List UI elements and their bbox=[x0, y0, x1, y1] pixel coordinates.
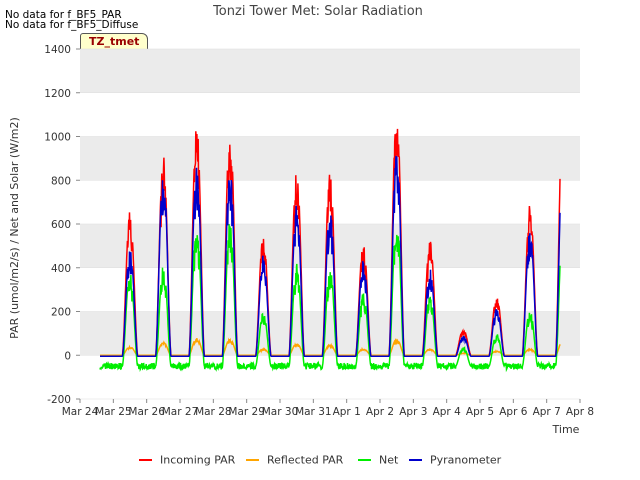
x-tick-label: Apr 6 bbox=[499, 406, 528, 418]
x-tick-label: Apr 4 bbox=[433, 406, 462, 418]
legend: Incoming PAR Reflected PAR Net Pyranomet… bbox=[0, 453, 640, 469]
legend-swatch bbox=[409, 459, 422, 461]
y-tick-label: 0 bbox=[64, 350, 71, 362]
x-tick-label: Apr 2 bbox=[366, 406, 394, 418]
y-tick-label: 800 bbox=[51, 175, 71, 187]
x-tick-label: Apr 8 bbox=[566, 406, 594, 418]
x-tick-label: Mar 29 bbox=[228, 406, 265, 418]
x-tick-label: Mar 30 bbox=[262, 406, 299, 418]
y-tick-label: 1400 bbox=[44, 44, 71, 56]
x-tick-label: Mar 25 bbox=[95, 406, 132, 418]
x-tick-label: Mar 26 bbox=[128, 406, 165, 418]
x-tick-label: Mar 24 bbox=[62, 406, 99, 418]
legend-swatch bbox=[139, 459, 152, 461]
y-tick-label: 1200 bbox=[44, 88, 71, 100]
grid-band bbox=[80, 311, 580, 356]
grid-band bbox=[80, 49, 580, 93]
legend-item-net: Net bbox=[358, 453, 398, 467]
no-data-note-diffuse: No data for f_BF5_Diffuse bbox=[5, 19, 139, 31]
y-tick-label: 200 bbox=[51, 307, 71, 319]
x-tick-label: Apr 7 bbox=[533, 406, 561, 418]
series-line-reflected-par bbox=[100, 337, 561, 357]
x-tick-label: Apr 5 bbox=[466, 406, 494, 418]
legend-item-incoming-par: Incoming PAR bbox=[139, 453, 235, 467]
x-tick-label: Apr 3 bbox=[399, 406, 427, 418]
x-axis-label: Time bbox=[552, 423, 580, 436]
y-tick-label: 400 bbox=[51, 263, 71, 275]
series-line-pyranometer bbox=[100, 155, 561, 358]
y-tick-label: 600 bbox=[51, 219, 71, 231]
series-group bbox=[99, 128, 561, 373]
legend-swatch bbox=[246, 459, 259, 461]
grid-band bbox=[80, 136, 580, 181]
chart-title: Tonzi Tower Met: Solar Radiation bbox=[212, 4, 423, 19]
site-badge: TZ_tmet bbox=[80, 33, 149, 51]
y-axis: -200 0 200 400 600 800 1000 1200 1400 bbox=[44, 44, 80, 406]
legend-item-reflected-par: Reflected PAR bbox=[246, 453, 343, 467]
series-line-net bbox=[99, 224, 561, 373]
y-tick-label: -200 bbox=[47, 394, 71, 406]
legend-item-pyranometer: Pyranometer bbox=[409, 453, 501, 467]
x-tick-label: Mar 27 bbox=[162, 406, 199, 418]
x-tick-label: Mar 31 bbox=[295, 406, 332, 418]
no-data-note-par: No data for f_BF5_PAR bbox=[5, 9, 122, 21]
y-tick-label: 1000 bbox=[44, 132, 71, 144]
y-axis-label: PAR (umol/m2/s) / Net and Solar (W/m2) bbox=[8, 117, 21, 339]
legend-swatch bbox=[358, 459, 371, 461]
x-tick-label: Apr 1 bbox=[333, 406, 361, 418]
x-tick-label: Mar 28 bbox=[195, 406, 232, 418]
